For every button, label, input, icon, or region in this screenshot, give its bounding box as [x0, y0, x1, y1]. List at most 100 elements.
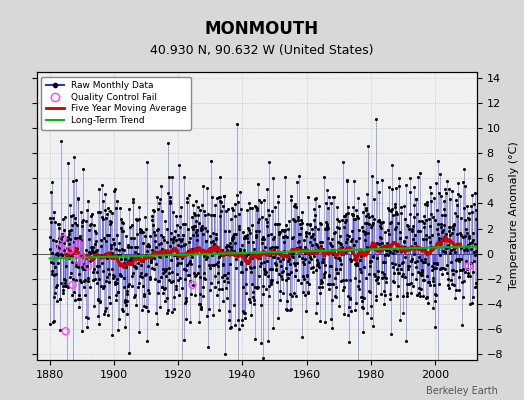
- Point: [265, 293, 273, 300]
- Point: [370, 216, 378, 222]
- Point: [456, 192, 465, 199]
- Point: [198, 202, 206, 208]
- Point: [143, 338, 151, 344]
- Point: [393, 266, 401, 272]
- Point: [161, 268, 169, 274]
- Point: [405, 175, 413, 181]
- Point: [248, 288, 257, 295]
- Point: [367, 303, 376, 310]
- Point: [450, 221, 458, 227]
- Point: [145, 274, 154, 280]
- Point: [250, 300, 258, 307]
- Point: [256, 263, 264, 270]
- Point: [158, 284, 166, 290]
- Point: [387, 331, 395, 338]
- Point: [338, 217, 346, 223]
- Point: [139, 258, 147, 264]
- Point: [163, 238, 171, 245]
- Point: [183, 272, 192, 278]
- Point: [386, 220, 395, 226]
- Point: [463, 203, 472, 210]
- Point: [94, 276, 103, 282]
- Point: [147, 264, 156, 271]
- Point: [423, 199, 431, 205]
- Point: [396, 316, 405, 323]
- Point: [295, 173, 303, 179]
- Point: [118, 228, 126, 234]
- Point: [166, 243, 174, 250]
- Point: [93, 296, 102, 302]
- Point: [330, 247, 338, 254]
- Point: [405, 263, 413, 270]
- Point: [86, 258, 94, 264]
- Point: [259, 234, 267, 241]
- Point: [81, 266, 89, 272]
- Point: [113, 276, 121, 283]
- Point: [347, 307, 355, 314]
- Point: [211, 202, 220, 208]
- Point: [267, 244, 276, 251]
- Point: [126, 259, 134, 266]
- Point: [238, 269, 246, 275]
- Point: [323, 226, 332, 232]
- Point: [420, 224, 429, 230]
- Point: [101, 308, 109, 314]
- Point: [260, 259, 269, 266]
- Point: [368, 220, 377, 226]
- Point: [59, 235, 67, 242]
- Point: [356, 266, 364, 272]
- Point: [374, 218, 382, 224]
- Point: [191, 223, 199, 230]
- Point: [413, 292, 421, 298]
- Point: [235, 211, 244, 217]
- Point: [378, 219, 387, 226]
- Point: [230, 247, 238, 254]
- Point: [308, 248, 316, 254]
- Point: [377, 220, 385, 226]
- Point: [390, 279, 398, 286]
- Point: [219, 298, 227, 305]
- Point: [388, 162, 396, 168]
- Point: [243, 235, 251, 242]
- Point: [380, 270, 388, 277]
- Point: [403, 221, 411, 228]
- Point: [77, 237, 85, 244]
- Point: [273, 220, 281, 227]
- Point: [96, 297, 104, 304]
- Point: [191, 212, 200, 218]
- Point: [179, 221, 187, 227]
- Point: [85, 226, 93, 233]
- Point: [328, 236, 336, 242]
- Point: [230, 251, 238, 257]
- Point: [94, 209, 103, 216]
- Point: [434, 220, 443, 227]
- Point: [213, 258, 222, 265]
- Point: [360, 201, 368, 207]
- Point: [126, 224, 134, 230]
- Point: [266, 245, 274, 251]
- Point: [125, 280, 134, 287]
- Point: [182, 295, 190, 301]
- Point: [276, 229, 284, 236]
- Point: [423, 294, 431, 301]
- Point: [322, 218, 331, 225]
- Point: [330, 230, 338, 236]
- Point: [223, 295, 232, 301]
- Point: [386, 249, 394, 256]
- Point: [250, 264, 258, 270]
- Point: [249, 294, 258, 300]
- Point: [339, 250, 347, 257]
- Point: [458, 294, 467, 300]
- Point: [253, 206, 261, 213]
- Point: [398, 273, 406, 280]
- Point: [180, 242, 189, 248]
- Point: [133, 254, 141, 260]
- Point: [67, 253, 75, 260]
- Point: [429, 214, 437, 220]
- Point: [276, 258, 284, 264]
- Point: [52, 271, 60, 277]
- Point: [68, 222, 77, 228]
- Point: [157, 232, 166, 238]
- Point: [420, 277, 428, 284]
- Point: [105, 208, 114, 214]
